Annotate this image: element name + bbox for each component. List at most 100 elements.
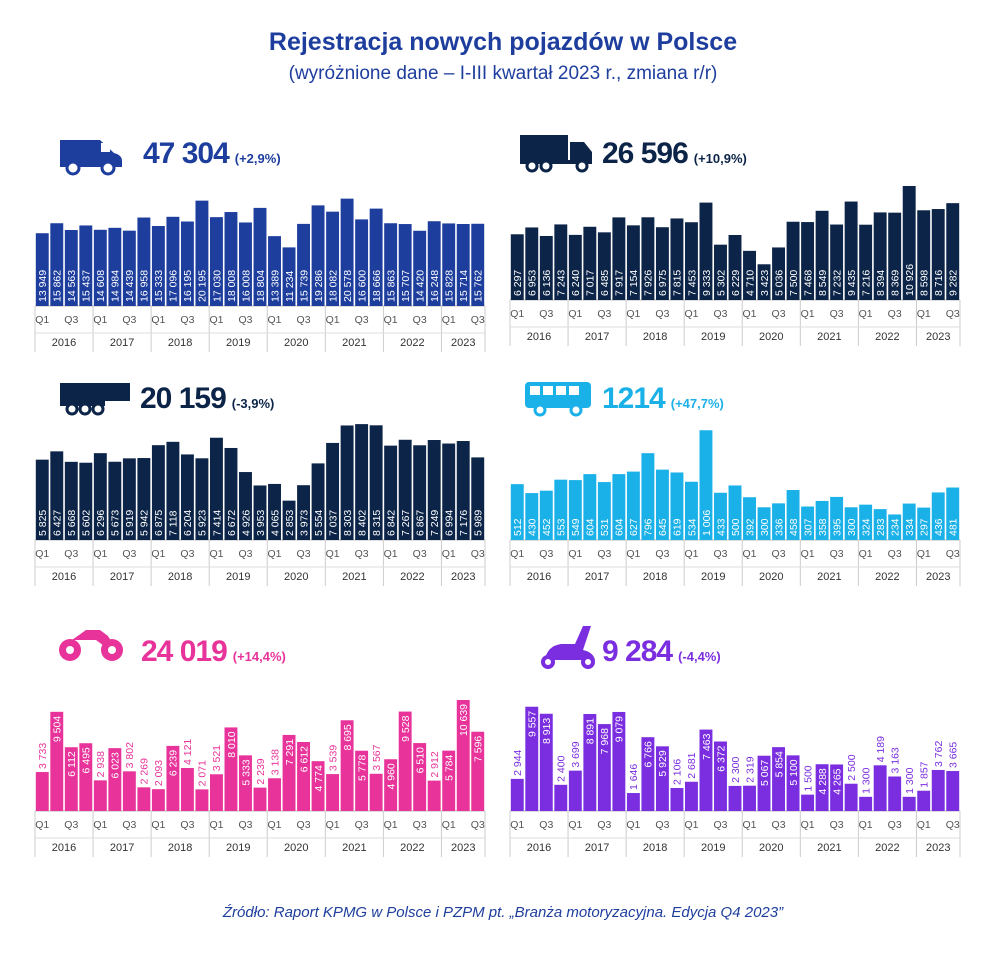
value-label: 4 960 — [385, 763, 397, 789]
bar — [471, 731, 485, 811]
value-label: 6 229 — [730, 270, 742, 296]
group-label: 2017 — [585, 571, 609, 583]
bar — [369, 773, 383, 811]
value-label: 7 926 — [643, 270, 655, 296]
bar — [641, 453, 655, 540]
group-label: 2020 — [284, 337, 308, 349]
bar — [873, 509, 887, 540]
x-tick-label: Q1 — [442, 819, 456, 831]
x-tick-label: Q3 — [122, 819, 136, 831]
value-label: 436 — [933, 518, 945, 536]
bar — [510, 234, 524, 300]
bar — [253, 207, 267, 306]
value-label: 8 369 — [889, 270, 901, 296]
bar — [568, 770, 582, 811]
bar — [209, 774, 223, 811]
x-tick-label: Q3 — [180, 314, 194, 326]
headline-value: 24 019 — [141, 635, 227, 668]
x-tick-label: Q3 — [64, 819, 78, 831]
x-tick-label: Q3 — [355, 548, 369, 560]
x-tick-label: Q3 — [772, 548, 786, 560]
bar — [670, 472, 684, 540]
value-label: 6 842 — [385, 510, 397, 536]
x-tick-label: Q1 — [93, 314, 107, 326]
x-tick-label: Q3 — [713, 308, 727, 320]
bar — [946, 487, 960, 540]
value-label: 8 394 — [875, 270, 887, 296]
group-label: 2018 — [168, 842, 192, 854]
value-label: 16 958 — [139, 270, 151, 302]
value-label: 7 118 — [168, 510, 180, 536]
bar — [268, 236, 281, 306]
group-label: 2019 — [701, 331, 725, 343]
value-label: 20 578 — [342, 270, 354, 302]
bar — [830, 224, 844, 300]
value-label: 2 106 — [672, 759, 684, 785]
value-label: 18 008 — [226, 270, 238, 302]
value-label: 20 195 — [197, 270, 209, 302]
value-label: 9 504 — [52, 716, 64, 742]
x-tick-label: Q3 — [122, 548, 136, 560]
group-label: 2020 — [759, 571, 783, 583]
bar — [539, 713, 553, 811]
group-label: 2022 — [400, 337, 424, 349]
value-label: 1 646 — [628, 764, 640, 790]
bar — [79, 743, 93, 811]
value-label: 5 673 — [110, 510, 122, 536]
bar — [413, 445, 427, 540]
value-label: 358 — [817, 518, 829, 536]
group-label: 2016 — [527, 842, 551, 854]
value-label: 16 248 — [429, 270, 441, 302]
bar — [626, 793, 640, 811]
bar — [195, 789, 209, 811]
bar — [786, 755, 800, 811]
value-label: 7 216 — [860, 270, 872, 296]
value-label: 15 333 — [153, 270, 165, 302]
group-label: 2022 — [400, 842, 424, 854]
value-label: 3 521 — [211, 745, 223, 771]
group-label: 2017 — [110, 571, 134, 583]
bar — [122, 458, 136, 540]
value-label: 10 926 — [904, 264, 916, 296]
bar — [597, 232, 611, 300]
value-label: 2 500 — [846, 754, 858, 780]
value-label: 5 784 — [444, 754, 456, 780]
x-tick-label: Q1 — [626, 819, 640, 831]
value-label: 17 030 — [211, 270, 223, 302]
x-tick-label: Q1 — [209, 548, 223, 560]
bar — [612, 474, 626, 540]
x-tick-label: Q1 — [684, 308, 698, 320]
value-label: 645 — [657, 518, 669, 536]
value-label: 7 232 — [831, 270, 843, 296]
x-tick-label: Q3 — [655, 308, 669, 320]
bar — [714, 741, 727, 811]
bar — [641, 737, 655, 811]
bar — [757, 264, 771, 300]
title: Rejestracja nowych pojazdów w Polsce — [269, 28, 737, 56]
bar — [108, 227, 122, 306]
value-label: 5 668 — [66, 510, 78, 536]
value-label: 1 300 — [860, 767, 872, 793]
value-label: 2 071 — [197, 760, 209, 786]
bar — [815, 764, 829, 811]
bar — [180, 767, 194, 811]
bar — [597, 724, 611, 811]
bar — [612, 711, 626, 811]
x-tick-label: Q1 — [510, 819, 524, 831]
x-tick-label: Q3 — [597, 548, 611, 560]
bar — [830, 764, 844, 811]
value-label: 324 — [860, 518, 872, 536]
value-label: 16 600 — [356, 270, 368, 302]
bar — [50, 223, 64, 306]
value-label: 7 176 — [458, 510, 470, 536]
value-label: 8 891 — [585, 718, 597, 744]
bar — [786, 490, 800, 540]
value-label: 604 — [585, 518, 597, 536]
value-label: 18 082 — [327, 270, 339, 302]
x-tick-label: Q3 — [413, 314, 427, 326]
bar — [398, 439, 412, 540]
value-label: 7 917 — [614, 270, 626, 296]
bar — [137, 458, 151, 540]
value-label: 9 333 — [701, 270, 713, 296]
x-tick-label: Q3 — [355, 819, 369, 831]
